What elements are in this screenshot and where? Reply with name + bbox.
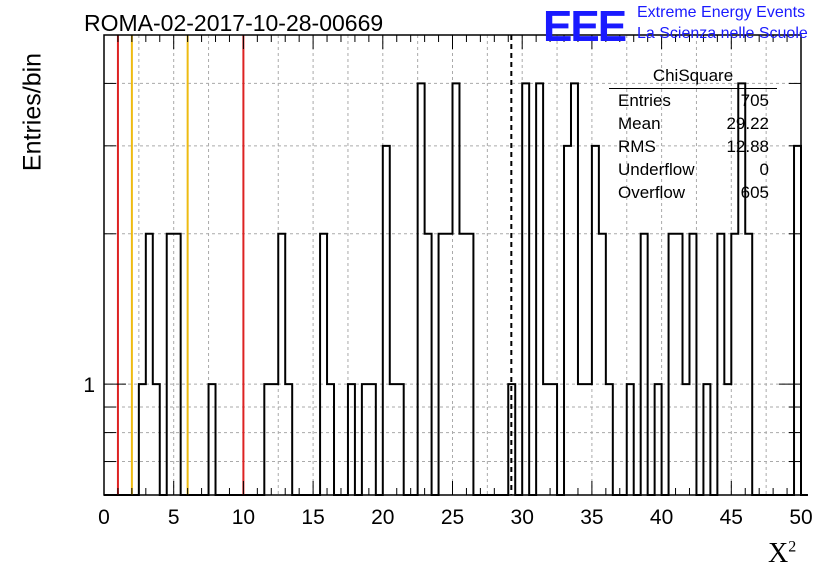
histogram-bin	[543, 384, 550, 495]
histogram-bin	[536, 83, 543, 495]
logo-line-1: Extreme Energy Events	[637, 4, 806, 21]
histogram-bin	[627, 384, 634, 495]
stats-value: 0	[759, 160, 769, 179]
histogram-bin	[703, 384, 710, 495]
histogram-bin	[641, 234, 648, 495]
stats-value: 29.22	[726, 114, 769, 133]
histogram-bin	[550, 384, 557, 495]
x-tick-label: 5	[168, 506, 180, 529]
histogram-bin	[390, 384, 397, 495]
histogram-bin	[683, 384, 690, 495]
histogram-bin	[271, 384, 278, 495]
stats-row: Overflow 605	[609, 181, 777, 204]
stats-row: RMS 12.88	[609, 135, 777, 158]
y-tick-label: 1	[83, 374, 95, 397]
histogram-bin	[383, 146, 390, 495]
stats-label: Entries	[618, 91, 671, 110]
histogram-bin	[689, 234, 696, 495]
x-tick-label: 0	[98, 506, 110, 529]
histogram-bin	[146, 234, 153, 495]
histogram-bin	[745, 234, 752, 495]
x-axis-label: X2	[768, 538, 796, 570]
histogram-bin	[466, 234, 473, 495]
histogram-bin	[599, 234, 606, 495]
histogram-bin	[327, 384, 334, 495]
stats-value: 705	[740, 91, 769, 110]
chart-title: ROMA-02-2017-10-28-00669	[84, 10, 384, 36]
histogram-bin	[669, 234, 676, 495]
stats-label: RMS	[618, 137, 656, 156]
stats-box: ChiSquare Entries 705 Mean 29.22 RMS 12.88 …	[609, 64, 777, 204]
histogram-bin	[439, 234, 446, 495]
histogram-bin	[209, 384, 216, 495]
histogram-bin	[731, 234, 738, 495]
histogram-bin	[794, 146, 801, 495]
histogram-bin	[153, 384, 160, 495]
x-tick-label: 30	[511, 506, 534, 529]
histogram-bin	[592, 146, 599, 495]
stats-label: Overflow	[618, 183, 686, 202]
histogram-bin	[676, 234, 683, 495]
histogram-bin	[425, 234, 432, 495]
histogram-bin	[278, 234, 285, 495]
histogram-bin	[418, 83, 425, 495]
histogram-bin	[564, 146, 571, 495]
histogram-bin	[717, 234, 724, 495]
histogram-bin	[578, 384, 585, 495]
histogram-bin	[459, 234, 466, 495]
stats-value: 12.88	[726, 137, 769, 156]
stats-label: Underflow	[618, 160, 695, 179]
histogram-bin	[285, 384, 292, 495]
stats-row: Entries 705	[609, 89, 777, 112]
histogram-bin	[397, 384, 404, 495]
stats-row: Mean 29.22	[609, 112, 777, 135]
x-tick-label: 15	[301, 506, 324, 529]
x-tick-label: 40	[650, 506, 673, 529]
histogram-bin	[606, 384, 613, 495]
x-tick-label: 35	[580, 506, 603, 529]
histogram-bin	[174, 234, 181, 495]
histogram-bin	[724, 384, 731, 495]
logo-line-2: La Scienza nelle Scuole	[637, 25, 808, 42]
stats-row: Underflow 0	[609, 158, 777, 181]
histogram-bin	[362, 384, 369, 495]
x-tick-label: 25	[441, 506, 464, 529]
histogram-bin	[571, 83, 578, 495]
x-tick-label: 20	[371, 506, 394, 529]
stats-title: ChiSquare	[609, 64, 777, 89]
x-axis-label-base: X	[768, 538, 789, 569]
histogram-bin	[167, 234, 174, 495]
histogram-bin	[139, 384, 146, 495]
eee-logo: EEE	[543, 2, 627, 51]
histogram-bin	[585, 384, 592, 495]
histogram-bin	[264, 384, 271, 495]
histogram-bin	[320, 234, 327, 495]
x-axis-label-sup: 2	[788, 538, 797, 556]
x-tick-label: 50	[789, 506, 812, 529]
histogram-bin	[453, 83, 460, 495]
histogram-bin	[655, 384, 662, 495]
histogram-bin	[522, 83, 529, 495]
stats-value: 605	[740, 183, 769, 202]
histogram-bin	[446, 234, 453, 495]
histogram-bin	[369, 384, 376, 495]
x-tick-label: 10	[232, 506, 255, 529]
y-axis-label: Entries/bin	[18, 52, 47, 172]
x-tick-label: 45	[720, 506, 743, 529]
stats-label: Mean	[618, 114, 661, 133]
histogram-bin	[348, 384, 355, 495]
